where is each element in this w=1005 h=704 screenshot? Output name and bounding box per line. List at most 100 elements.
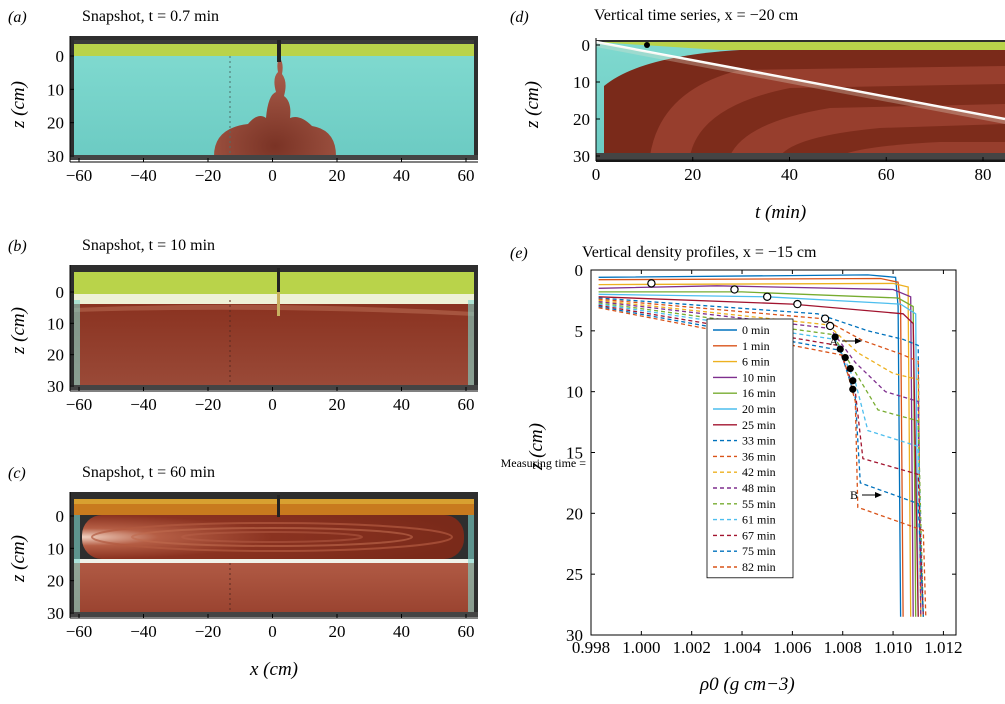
panel-d-xticks: 0 20 40 60 80 [592,157,992,184]
annotation-b: B [850,488,858,502]
xtick-label: 1.004 [723,638,762,657]
legend-label: 67 min [742,528,776,542]
measuring-time-label: Measuring time = [501,456,587,470]
panel-d-ylabel: z (cm) [522,81,543,129]
panel-b-xticks: −60 −40 −20 0 20 40 60 [66,387,475,414]
panel-a-title: Snapshot, t = 0.7 min [82,8,219,25]
xtick-label: 1.000 [622,638,660,657]
panel-a-label: (a) [8,9,27,26]
legend-label: 75 min [742,544,776,558]
series-line [598,298,922,617]
series-line [598,296,919,617]
xtick-label: −20 [195,395,222,414]
panel-c-photo [70,492,478,617]
ytick-label: 30 [47,604,64,623]
xtick-label: 1.008 [824,638,862,657]
ytick-label: 30 [47,147,64,166]
xtick-label: 80 [975,165,992,184]
xtick-label: 40 [393,166,410,185]
panel-c-axes [69,492,478,619]
xtick-label: 0 [268,166,277,185]
open-marker [793,299,802,309]
xtick-label: 1.010 [874,638,912,657]
panel-b: (b) Snapshot, t = 10 min z (cm) 0102030 … [8,237,478,414]
xtick-label: −60 [66,166,93,185]
ytick-label: 0 [56,283,65,302]
series-line [598,277,904,617]
ytick-label: 20 [47,572,64,591]
open-marker [730,285,739,294]
panel-b-label: (b) [8,238,27,255]
series-line [598,307,927,617]
panel-d-title: Vertical time series, x = −20 cm [594,7,799,24]
xtick-label: −20 [195,166,222,185]
xtick-label: 0 [592,165,601,184]
panel-c-ylabel: z (cm) [8,535,29,583]
ytick-label: 0 [56,507,65,526]
panel-b-title: Snapshot, t = 10 min [82,237,215,254]
legend-label: 61 min [742,513,776,527]
annotation-a: A [829,334,838,348]
legend-label: 33 min [742,434,776,448]
xtick-label: 20 [684,165,701,184]
panel-a-xticks: −60 −40 −20 0 20 40 60 [66,158,475,185]
xtick-label: −60 [66,622,93,641]
filled-marker [831,333,839,341]
xtick-label: 40 [393,395,410,414]
xtick-label: 60 [878,165,895,184]
series-line [598,304,924,617]
ytick-label: 0 [575,261,584,280]
filled-marker [849,377,857,385]
filled-marker [849,385,857,393]
panel-d-label: (d) [510,9,529,26]
panel-d-yticks: 0 10 20 30 [573,36,600,166]
panel-e: (e) Vertical density profiles, x = −15 c… [501,244,963,695]
panel-c-yticks: 0 10 20 30 [47,507,74,623]
ytick-label: 25 [566,565,583,584]
panel-b-ylabel: z (cm) [8,307,29,355]
panel-e-title: Vertical density profiles, x = −15 cm [582,244,817,261]
xtick-label: 0 [268,622,277,641]
series-line [598,274,902,617]
ytick-label: 10 [566,383,583,402]
panel-d-image [595,40,1005,162]
xtick-label: 20 [329,395,346,414]
legend-label: 42 min [742,465,776,479]
panel-e-ylabel: z (cm) [526,423,547,471]
ytick-label: 30 [573,147,590,166]
panel-d-axes [595,38,1005,162]
xtick-label: −20 [195,622,222,641]
ytick-label: 20 [566,504,583,523]
xtick-label: 60 [458,166,475,185]
xtick-label: −40 [130,622,157,641]
legend-label: 82 min [742,560,776,574]
open-marker [820,314,830,323]
panel-e-label: (e) [510,245,528,262]
legend-label: 55 min [742,497,776,511]
series-line [598,297,922,617]
legend-label: 16 min [742,386,776,400]
panel-e-markers [647,279,857,393]
ytick-label: 10 [47,539,64,558]
panel-c-xticks: −60 −40 −20 0 20 40 60 [66,614,475,641]
panel-b-photo [70,265,478,390]
panel-a-photo [70,36,478,160]
legend-label: 10 min [742,370,776,384]
ytick-label: 15 [566,444,583,463]
series-line [598,305,924,617]
ytick-label: 5 [575,322,584,341]
ytick-label: 10 [573,73,590,92]
legend-label: 48 min [742,481,776,495]
panel-a-yticks: 0 10 20 30 [47,47,74,166]
series-line [598,282,912,617]
filled-marker [846,364,854,373]
legend-label: 1 min [742,339,770,353]
series-line [598,293,919,617]
open-marker [763,292,772,301]
xtick-label: −40 [130,166,157,185]
ytick-label: 30 [566,626,583,645]
panel-a-axes [69,36,478,163]
xtick-label: 60 [458,622,475,641]
